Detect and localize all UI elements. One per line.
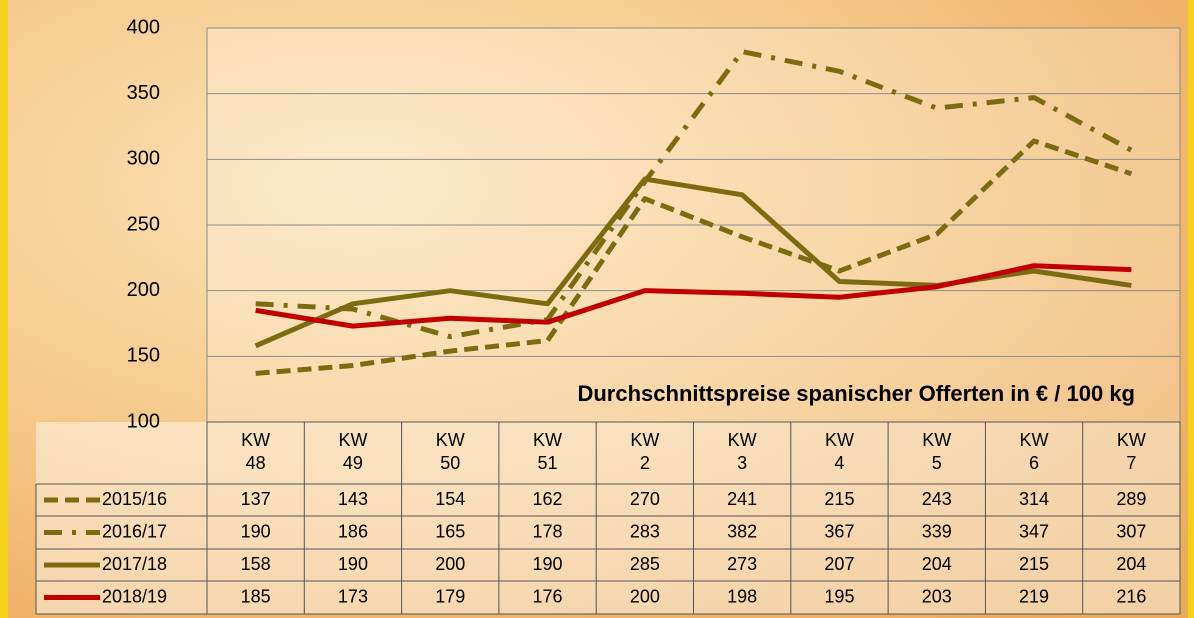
table-value: 241 (727, 489, 757, 509)
table-value: 176 (533, 586, 563, 606)
y-tick-label: 250 (127, 213, 160, 235)
table-value: 243 (922, 489, 952, 509)
series-line (255, 138, 1133, 376)
annotation: Durchschnittspreise spanischer Offerten … (577, 381, 1135, 406)
x-tick-label: KW 48 (241, 430, 271, 473)
y-tick-label: 300 (127, 148, 160, 170)
y-tick-label: 200 (127, 279, 160, 301)
y-tick-label: 150 (127, 345, 160, 367)
table-value: 162 (533, 489, 563, 509)
table-value: 158 (241, 554, 271, 574)
series-line (255, 49, 1133, 340)
table-value: 204 (1116, 554, 1146, 574)
table-value: 200 (630, 586, 660, 606)
table-value: 219 (1019, 586, 1049, 606)
y-tick-label: 350 (127, 82, 160, 104)
table-value: 285 (630, 554, 660, 574)
series-line (255, 263, 1132, 329)
y-tick-label: 400 (127, 16, 160, 38)
table-value: 270 (630, 489, 660, 509)
table-value: 347 (1019, 521, 1049, 541)
legend-label: 2017/18 (102, 554, 167, 574)
table-value: 186 (338, 521, 368, 541)
legend-label: 2018/19 (102, 586, 167, 606)
table-value: 203 (922, 586, 952, 606)
table-value: 178 (533, 521, 563, 541)
table-value: 165 (435, 521, 465, 541)
x-tick-label: KW 3 (727, 430, 757, 473)
x-tick-label: KW 51 (533, 430, 563, 473)
table-value: 190 (338, 554, 368, 574)
table-value: 179 (435, 586, 465, 606)
table-value: 143 (338, 489, 368, 509)
y-tick-label: 100 (127, 410, 160, 432)
table-area (36, 422, 1180, 614)
table-value: 339 (922, 521, 952, 541)
table-value: 173 (338, 586, 368, 606)
table-value: 382 (727, 521, 757, 541)
table-value: 204 (922, 554, 952, 574)
x-tick-label: KW 2 (630, 430, 660, 473)
table-value: 195 (824, 586, 854, 606)
table-value: 198 (727, 586, 757, 606)
table-value: 215 (1019, 554, 1049, 574)
table-value: 215 (824, 489, 854, 509)
table-value: 154 (435, 489, 465, 509)
table-value: 200 (435, 554, 465, 574)
table-value: 314 (1019, 489, 1049, 509)
x-tick-label: KW 7 (1116, 430, 1146, 473)
x-tick-label: KW 49 (338, 430, 368, 473)
legend-label: 2015/16 (102, 489, 167, 509)
x-tick-label: KW 5 (922, 430, 952, 473)
table-value: 307 (1116, 521, 1146, 541)
table-value: 289 (1116, 489, 1146, 509)
x-tick-label: KW 6 (1019, 430, 1049, 473)
table-value: 207 (824, 554, 854, 574)
table-value: 283 (630, 521, 660, 541)
legend-label: 2016/17 (102, 521, 167, 541)
table-value: 185 (241, 586, 271, 606)
table-value: 216 (1116, 586, 1146, 606)
table-value: 190 (533, 554, 563, 574)
table-value: 137 (241, 489, 271, 509)
table-value: 190 (241, 521, 271, 541)
table-value: 367 (824, 521, 854, 541)
x-tick-label: KW 4 (824, 430, 854, 473)
x-tick-label: KW 50 (435, 430, 465, 473)
table-value: 273 (727, 554, 757, 574)
